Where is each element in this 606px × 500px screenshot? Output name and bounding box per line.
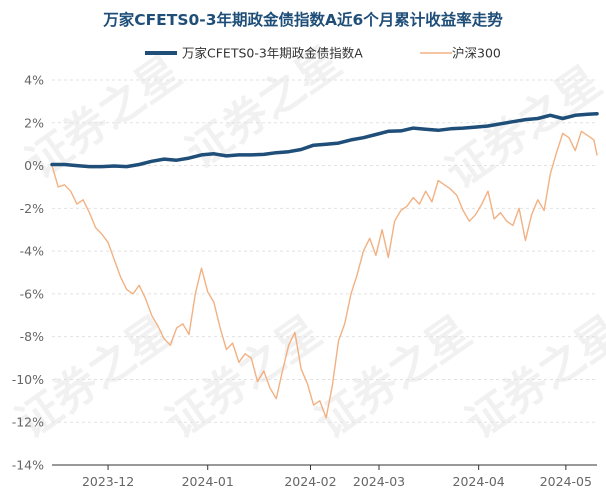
- legend-label: 万家CFETS0-3年期政金债指数A: [182, 46, 363, 61]
- y-tick-label: 4%: [24, 73, 44, 88]
- fund-return-line: [50, 112, 599, 169]
- y-tick-label: -14%: [12, 458, 44, 473]
- y-tick-label: -12%: [12, 415, 44, 430]
- chart-title: 万家CFETS0-3年期政金债指数A近6个月累计收益率走势: [102, 10, 503, 29]
- y-tick-label: -2%: [20, 201, 44, 216]
- legend-label: 沪深300: [452, 46, 501, 61]
- legend: 万家CFETS0-3年期政金债指数A 沪深300: [145, 46, 501, 61]
- y-axis: 4% 2% 0% -2% -4% -6% -8% -10% -12% -14%: [12, 73, 44, 473]
- gridlines: [52, 79, 597, 423]
- csi300-return-line: [51, 130, 598, 419]
- x-axis: 2023-12 2024-01 2024-02 2024-03 2024-04 2024-…: [52, 464, 597, 489]
- x-tick-label: 2024-05: [540, 474, 592, 489]
- x-tick-label: 2024-03: [353, 474, 405, 489]
- y-tick-label: 0%: [24, 158, 44, 173]
- series-layer: [50, 112, 599, 419]
- x-tick-label: 2024-01: [182, 474, 234, 489]
- y-tick-label: 2%: [24, 115, 44, 130]
- y-tick-label: -4%: [20, 244, 44, 259]
- y-tick-label: -6%: [20, 286, 44, 301]
- y-tick-label: -8%: [20, 329, 44, 344]
- x-tick-label: 2023-12: [82, 474, 134, 489]
- y-tick-label: -10%: [12, 372, 44, 387]
- watermark-text: 证券之星: [457, 306, 606, 449]
- x-tick-label: 2024-02: [284, 474, 336, 489]
- x-tick-label: 2024-04: [453, 474, 505, 489]
